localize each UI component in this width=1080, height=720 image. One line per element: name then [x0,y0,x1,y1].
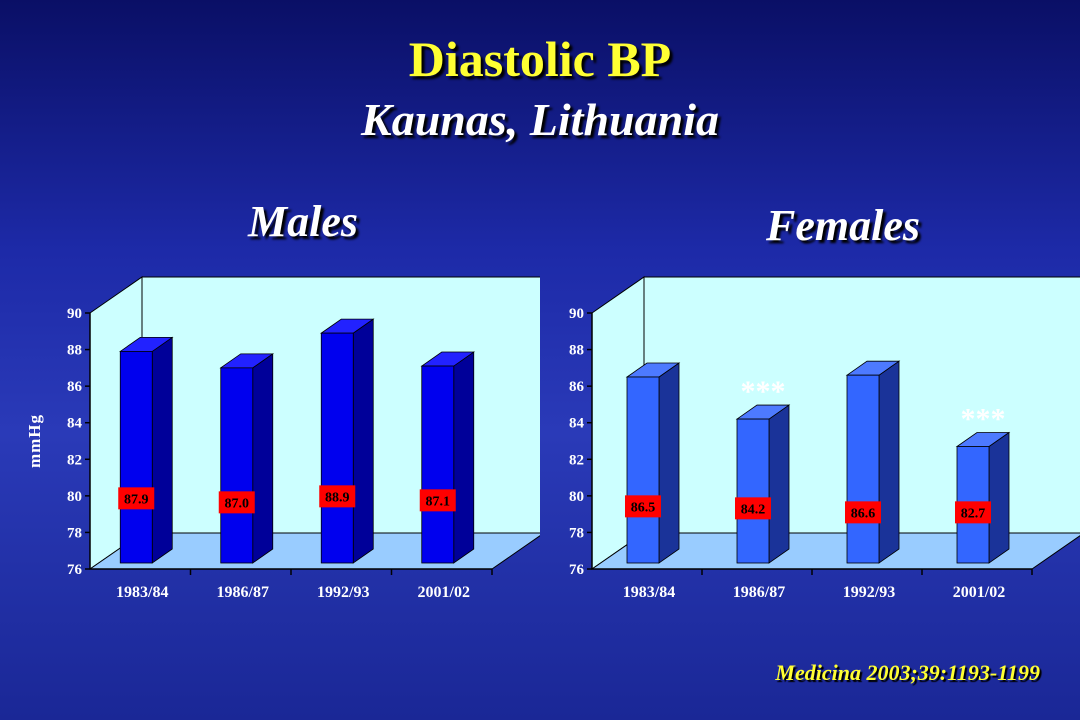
bar [320,332,354,564]
data-label-box [218,491,255,514]
data-label: 86.5 [631,500,656,515]
males-bar-chart: 76 78 80 82 84 86 88 90 mmHg 1983/84 87.9 1986/87 87… [25,276,540,601]
data-label-box [955,501,991,524]
significance-marker: *** [961,402,1006,435]
data-label: 84.2 [741,502,766,517]
bar-side [453,351,475,564]
x-tick-label: 1992/93 [843,584,895,601]
y-tick-label: 76 [67,562,83,578]
y-tick-label: 90 [67,306,82,322]
citation: Medicina 2003;39:1193-1199 [775,660,1040,685]
x-tick-label: 1992/93 [317,584,369,601]
x-tick-label: 1986/87 [217,584,269,601]
y-tick-label: 88 [67,343,82,359]
y-tick-label: 86 [569,379,585,395]
bar-side [658,362,680,564]
y-tick-label: 84 [569,416,585,432]
y-tick-label: 82 [569,452,584,468]
bar [220,367,254,564]
bar [846,374,880,564]
data-label: 87.9 [124,492,149,507]
data-label: 87.0 [225,496,250,511]
y-tick-label: 78 [569,525,584,541]
data-label-box [419,489,456,512]
bar-side [151,336,173,564]
bar [626,376,660,564]
slide-title: Diastolic BP [408,31,672,87]
y-axis-title: mmHg [25,414,44,468]
bar [736,418,770,564]
y-tick-label: 78 [67,525,82,541]
data-label: 87.1 [426,494,451,509]
bar-side [352,318,374,564]
bar-side [768,404,790,564]
x-tick-label: 1986/87 [733,584,785,601]
y-tick-label: 80 [67,489,82,505]
y-tick-label: 82 [67,452,82,468]
x-tick-label: 1983/84 [116,584,168,601]
data-label-box [625,495,661,518]
significance-marker: *** [741,375,786,408]
data-label-box [735,497,771,520]
data-label: 86.6 [851,506,876,521]
bar-side [252,353,274,564]
males-chart-title: Males [248,197,358,246]
females-bar-chart: 76 78 80 82 84 86 88 90 1983/84 86.5 1986/87 84.2 **… [569,276,1080,601]
bar-side [988,431,1010,564]
x-tick-label: 2001/02 [953,584,1005,601]
data-label: 82.7 [961,506,986,521]
x-tick-label: 1983/84 [623,584,675,601]
y-tick-label: 90 [569,306,584,322]
y-tick-label: 84 [67,416,83,432]
bar [421,365,455,564]
y-tick-label: 80 [569,489,584,505]
data-label-box [845,501,881,524]
females-chart-title: Females [766,201,920,250]
y-tick-label: 86 [67,379,83,395]
data-label: 88.9 [325,490,350,505]
y-tick-label: 76 [569,562,585,578]
data-label-box [319,485,356,508]
bar [119,351,153,564]
x-tick-label: 2001/02 [418,584,470,601]
slide-subtitle: Kaunas, Lithuania [361,94,719,145]
data-label-box [118,487,155,510]
bar-side [878,360,900,564]
y-tick-label: 88 [569,343,584,359]
